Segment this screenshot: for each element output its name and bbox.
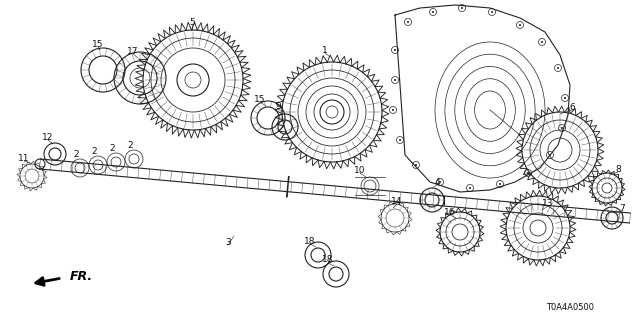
Circle shape bbox=[407, 21, 409, 23]
Text: 2: 2 bbox=[91, 147, 97, 156]
Circle shape bbox=[399, 139, 401, 141]
Text: 17: 17 bbox=[127, 46, 139, 55]
Text: FR.: FR. bbox=[70, 269, 93, 283]
Text: 7: 7 bbox=[619, 204, 625, 212]
Text: 4: 4 bbox=[434, 178, 440, 187]
Circle shape bbox=[564, 97, 566, 99]
Circle shape bbox=[549, 154, 551, 156]
Text: 15: 15 bbox=[254, 94, 266, 103]
Text: T0A4A0500: T0A4A0500 bbox=[546, 303, 594, 313]
Text: 8: 8 bbox=[615, 164, 621, 173]
Circle shape bbox=[394, 49, 396, 51]
Text: 6: 6 bbox=[569, 102, 575, 111]
Circle shape bbox=[561, 127, 563, 129]
Circle shape bbox=[392, 109, 394, 111]
Circle shape bbox=[461, 7, 463, 9]
Text: 3: 3 bbox=[225, 237, 231, 246]
Circle shape bbox=[432, 11, 434, 13]
Text: 12: 12 bbox=[42, 132, 54, 141]
Circle shape bbox=[499, 183, 501, 185]
Circle shape bbox=[439, 181, 441, 183]
Circle shape bbox=[394, 79, 396, 81]
Text: 18: 18 bbox=[323, 255, 333, 265]
Text: 13: 13 bbox=[542, 198, 554, 207]
Text: 2: 2 bbox=[127, 140, 133, 149]
Circle shape bbox=[519, 24, 521, 26]
Text: 10: 10 bbox=[355, 165, 365, 174]
Text: 11: 11 bbox=[19, 154, 29, 163]
Text: 2: 2 bbox=[109, 143, 115, 153]
Circle shape bbox=[557, 67, 559, 69]
Circle shape bbox=[527, 172, 529, 174]
Text: 9: 9 bbox=[275, 101, 281, 110]
Text: 5: 5 bbox=[189, 18, 195, 27]
Circle shape bbox=[415, 164, 417, 166]
Text: 14: 14 bbox=[391, 196, 403, 205]
Text: 2: 2 bbox=[73, 149, 79, 158]
Text: 15: 15 bbox=[92, 39, 104, 49]
Text: 1: 1 bbox=[322, 45, 328, 54]
Text: 16: 16 bbox=[444, 207, 456, 217]
Text: 18: 18 bbox=[304, 236, 316, 245]
Circle shape bbox=[491, 11, 493, 13]
Circle shape bbox=[469, 187, 471, 189]
Circle shape bbox=[541, 41, 543, 43]
